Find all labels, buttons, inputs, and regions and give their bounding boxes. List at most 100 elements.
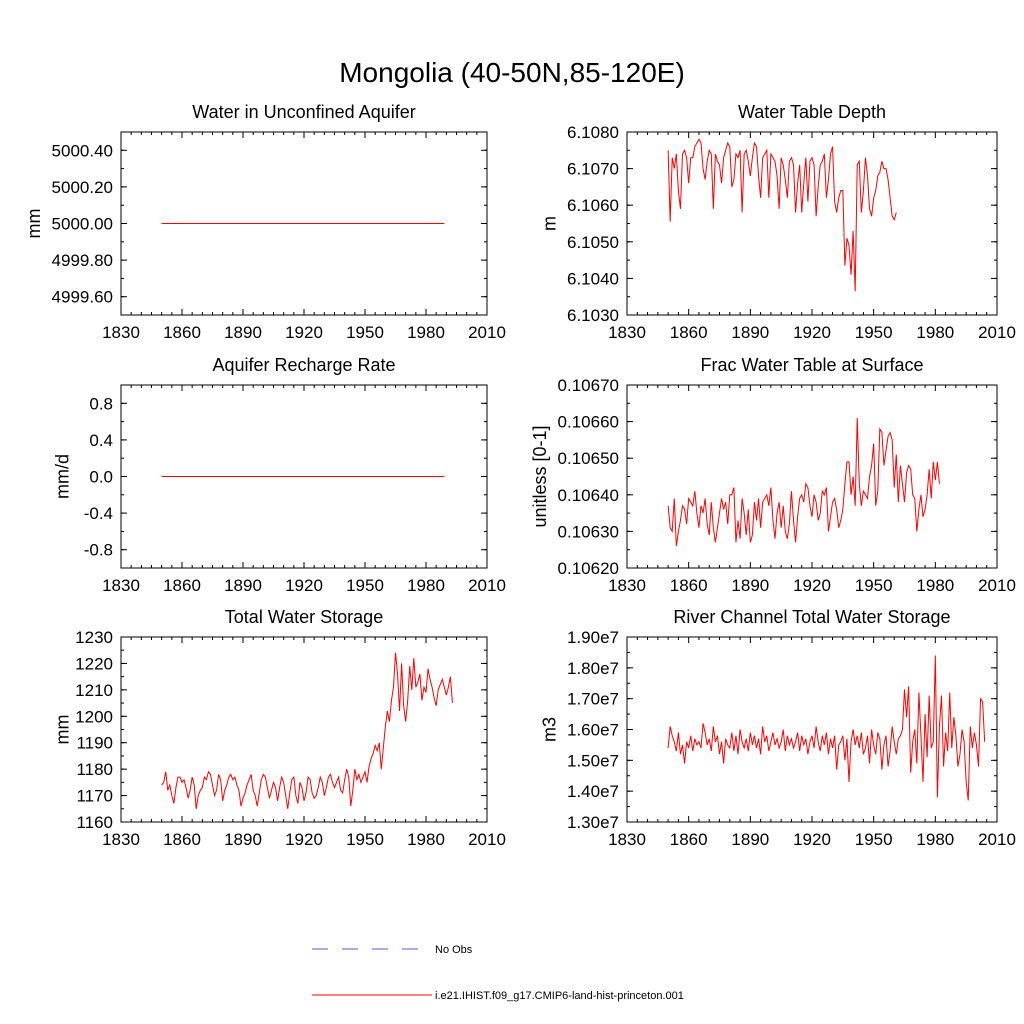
chart-p6: River Channel Total Water Storage 1830 186… (539, 607, 1016, 849)
y-tick-label: 1.60e7 (567, 721, 619, 740)
x-tick-label: 1830 (608, 830, 646, 849)
x-tick-label: 1830 (102, 323, 140, 342)
chart-p2: Water Table Depth 1830 1860 1890 1920 1950 198… (539, 102, 1016, 342)
series-line (667, 417, 940, 547)
y-tick-label: 1.50e7 (567, 751, 619, 770)
y-tick-label: 0.0 (89, 468, 113, 487)
chart-p1: Water in Unconfined Aquifer 1830 1860 1890 1… (24, 102, 506, 342)
panel-title: Aquifer Recharge Rate (212, 355, 395, 375)
x-tick-label: 1860 (163, 830, 201, 849)
plot-frame (626, 384, 998, 569)
figure-title: Mongolia (40-50N,85-120E) (339, 57, 685, 88)
x-tick-label: 1950 (346, 830, 384, 849)
x-tick-label: 1920 (793, 830, 831, 849)
y-axis-label: unitless [0-1] (530, 425, 550, 527)
x-tick-label: 2010 (978, 323, 1016, 342)
x-tick-label: 1860 (670, 323, 708, 342)
y-tick-label: 6.1030 (567, 306, 619, 325)
x-tick-label: 1860 (163, 323, 201, 342)
y-tick-label: 1.30e7 (567, 813, 619, 832)
x-tick-label: 1860 (670, 830, 708, 849)
x-tick-label: 1860 (670, 576, 708, 595)
y-tick-label: 0.10640 (558, 486, 619, 505)
x-tick-label: 1980 (916, 576, 954, 595)
y-tick-label: 1210 (75, 681, 113, 700)
x-tick-label: 1890 (224, 323, 262, 342)
y-tick-label: 0.10630 (558, 522, 619, 541)
x-tick-label: 1890 (731, 323, 769, 342)
x-tick-label: 1830 (102, 830, 140, 849)
x-tick-label: 1950 (346, 576, 384, 595)
x-tick-label: 1830 (608, 323, 646, 342)
y-tick-label: 1.80e7 (567, 659, 619, 678)
y-axis-label: m (539, 216, 559, 231)
y-tick-label: 5000.00 (52, 215, 113, 234)
x-tick-label: 1890 (224, 576, 262, 595)
chart-p5: Total Water Storage 1830 1860 1890 1920 1950 1… (53, 607, 506, 849)
series-line (667, 138, 897, 292)
y-tick-label: 0.10670 (558, 376, 619, 395)
y-tick-label: 5000.40 (52, 141, 113, 160)
x-tick-label: 1980 (916, 323, 954, 342)
x-tick-label: 1980 (407, 323, 445, 342)
chart-p3: Aquifer Recharge Rate 1830 1860 1890 1920 195… (53, 355, 506, 595)
x-tick-label: 1920 (793, 576, 831, 595)
y-tick-label: 6.1080 (567, 123, 619, 142)
y-tick-label: 0.10650 (558, 449, 619, 468)
y-tick-label: 0.8 (89, 394, 113, 413)
x-tick-label: 1830 (608, 576, 646, 595)
y-tick-label: 1200 (75, 707, 113, 726)
x-tick-label: 1890 (731, 830, 769, 849)
x-tick-label: 1980 (916, 830, 954, 849)
y-tick-label: 1170 (76, 787, 113, 806)
x-tick-label: 1890 (731, 576, 769, 595)
x-tick-label: 2010 (468, 576, 506, 595)
y-tick-label: 1.40e7 (567, 782, 619, 801)
y-tick-label: 1180 (76, 760, 113, 779)
x-tick-label: 1950 (346, 323, 384, 342)
y-tick-label: 1230 (75, 628, 113, 647)
plot-frame (626, 636, 998, 823)
y-tick-label: 6.1060 (567, 196, 619, 215)
series-line (161, 652, 453, 809)
y-tick-label: 6.1070 (567, 160, 619, 179)
y-tick-label: -0.8 (84, 541, 113, 560)
chart-panels: Water in Unconfined Aquifer 1830 1860 1890 1… (24, 102, 1016, 849)
plot-frame (120, 636, 488, 823)
x-tick-label: 2010 (978, 830, 1016, 849)
x-tick-label: 2010 (468, 323, 506, 342)
y-tick-label: 0.4 (89, 431, 113, 450)
legend-obs-label: No Obs (435, 944, 473, 956)
y-axis-label: m3 (539, 717, 559, 742)
y-tick-label: 4999.60 (52, 288, 113, 307)
y-tick-label: 0.10660 (558, 413, 619, 432)
y-tick-label: 1160 (76, 813, 113, 832)
y-axis-label: mm (53, 715, 73, 745)
y-tick-label: 1.90e7 (567, 628, 619, 647)
chart-p4: Frac Water Table at Surface 1830 1860 1890 1… (530, 355, 1016, 595)
x-tick-label: 1830 (102, 576, 140, 595)
legend: No Obs i.e21.IHIST.f09_g17.CMIP6-land-hi… (312, 944, 684, 1002)
y-tick-label: 6.1040 (567, 269, 619, 288)
legend-model-label: i.e21.IHIST.f09_g17.CMIP6-land-hist-prin… (435, 990, 684, 1002)
x-tick-label: 1980 (407, 576, 445, 595)
y-tick-label: 0.10620 (558, 559, 619, 578)
x-tick-label: 1920 (793, 323, 831, 342)
x-tick-label: 1950 (855, 830, 893, 849)
y-tick-label: -0.4 (84, 504, 113, 523)
x-tick-label: 2010 (468, 830, 506, 849)
y-tick-label: 1190 (76, 734, 113, 753)
x-tick-label: 1950 (855, 323, 893, 342)
x-tick-label: 1920 (285, 323, 323, 342)
x-tick-label: 1980 (407, 830, 445, 849)
x-tick-label: 1950 (855, 576, 893, 595)
y-tick-label: 5000.20 (52, 178, 113, 197)
x-tick-label: 2010 (978, 576, 1016, 595)
x-tick-label: 1860 (163, 576, 201, 595)
y-tick-label: 6.1050 (567, 233, 619, 252)
x-tick-label: 1890 (224, 830, 262, 849)
x-tick-label: 1920 (285, 830, 323, 849)
y-axis-label: mm (24, 209, 44, 239)
